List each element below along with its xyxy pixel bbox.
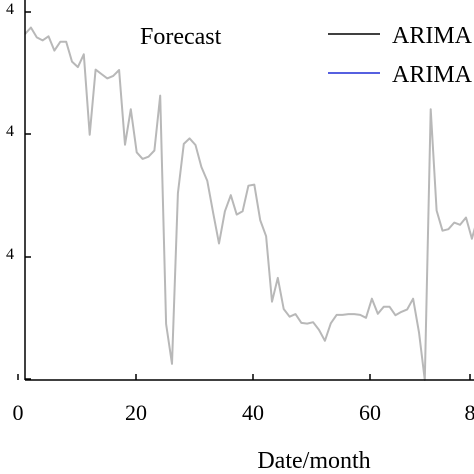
x-axis-label: Date/month bbox=[257, 448, 370, 474]
x-tick-label: 20 bbox=[125, 400, 147, 425]
x-tick-label: 8 bbox=[465, 400, 474, 425]
x-tick-label: 0 bbox=[13, 400, 24, 425]
forecast-annotation: Forecast bbox=[140, 24, 222, 50]
y-tick-label: 4 bbox=[6, 1, 14, 18]
x-tick-label: 40 bbox=[242, 400, 264, 425]
x-tick-label: 60 bbox=[359, 400, 381, 425]
legend: ARIMA ARIMA bbox=[328, 23, 473, 88]
y-tick-label: 4 bbox=[6, 246, 14, 263]
y-ticks: 4 4 4 bbox=[6, 1, 31, 380]
series-line-0 bbox=[24, 26, 474, 381]
x-ticks: 0 20 40 60 8 bbox=[13, 374, 474, 425]
legend-label-1: ARIMA bbox=[392, 62, 473, 88]
legend-label-0: ARIMA bbox=[392, 23, 473, 49]
axes bbox=[24, 0, 474, 381]
plot-area bbox=[24, 26, 474, 381]
y-tick-label: 4 bbox=[6, 123, 14, 140]
